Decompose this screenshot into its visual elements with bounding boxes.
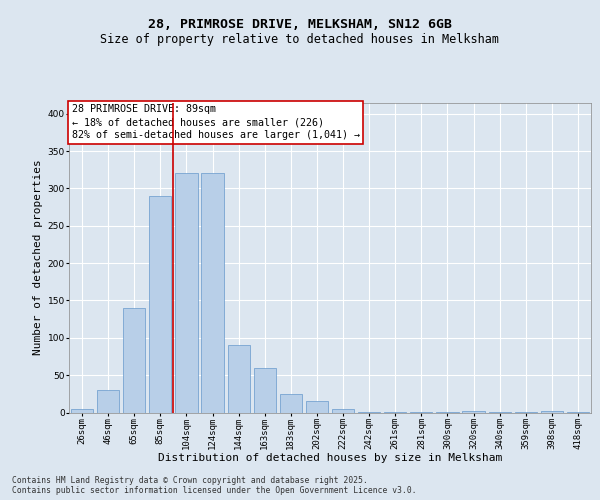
Bar xyxy=(280,394,302,412)
Bar xyxy=(202,174,224,412)
Bar xyxy=(306,402,328,412)
X-axis label: Distribution of detached houses by size in Melksham: Distribution of detached houses by size … xyxy=(158,453,502,463)
Bar xyxy=(71,409,93,412)
Bar xyxy=(149,196,172,412)
Bar xyxy=(541,411,563,412)
Bar xyxy=(332,409,354,412)
Bar xyxy=(175,174,197,412)
Text: 28 PRIMROSE DRIVE: 89sqm
← 18% of detached houses are smaller (226)
82% of semi-: 28 PRIMROSE DRIVE: 89sqm ← 18% of detach… xyxy=(71,104,359,141)
Y-axis label: Number of detached properties: Number of detached properties xyxy=(34,160,43,356)
Bar xyxy=(227,346,250,412)
Text: Contains HM Land Registry data © Crown copyright and database right 2025.
Contai: Contains HM Land Registry data © Crown c… xyxy=(12,476,416,495)
Text: Size of property relative to detached houses in Melksham: Size of property relative to detached ho… xyxy=(101,32,499,46)
Bar xyxy=(463,411,485,412)
Text: 28, PRIMROSE DRIVE, MELKSHAM, SN12 6GB: 28, PRIMROSE DRIVE, MELKSHAM, SN12 6GB xyxy=(148,18,452,30)
Bar xyxy=(254,368,276,412)
Bar xyxy=(97,390,119,412)
Bar xyxy=(123,308,145,412)
